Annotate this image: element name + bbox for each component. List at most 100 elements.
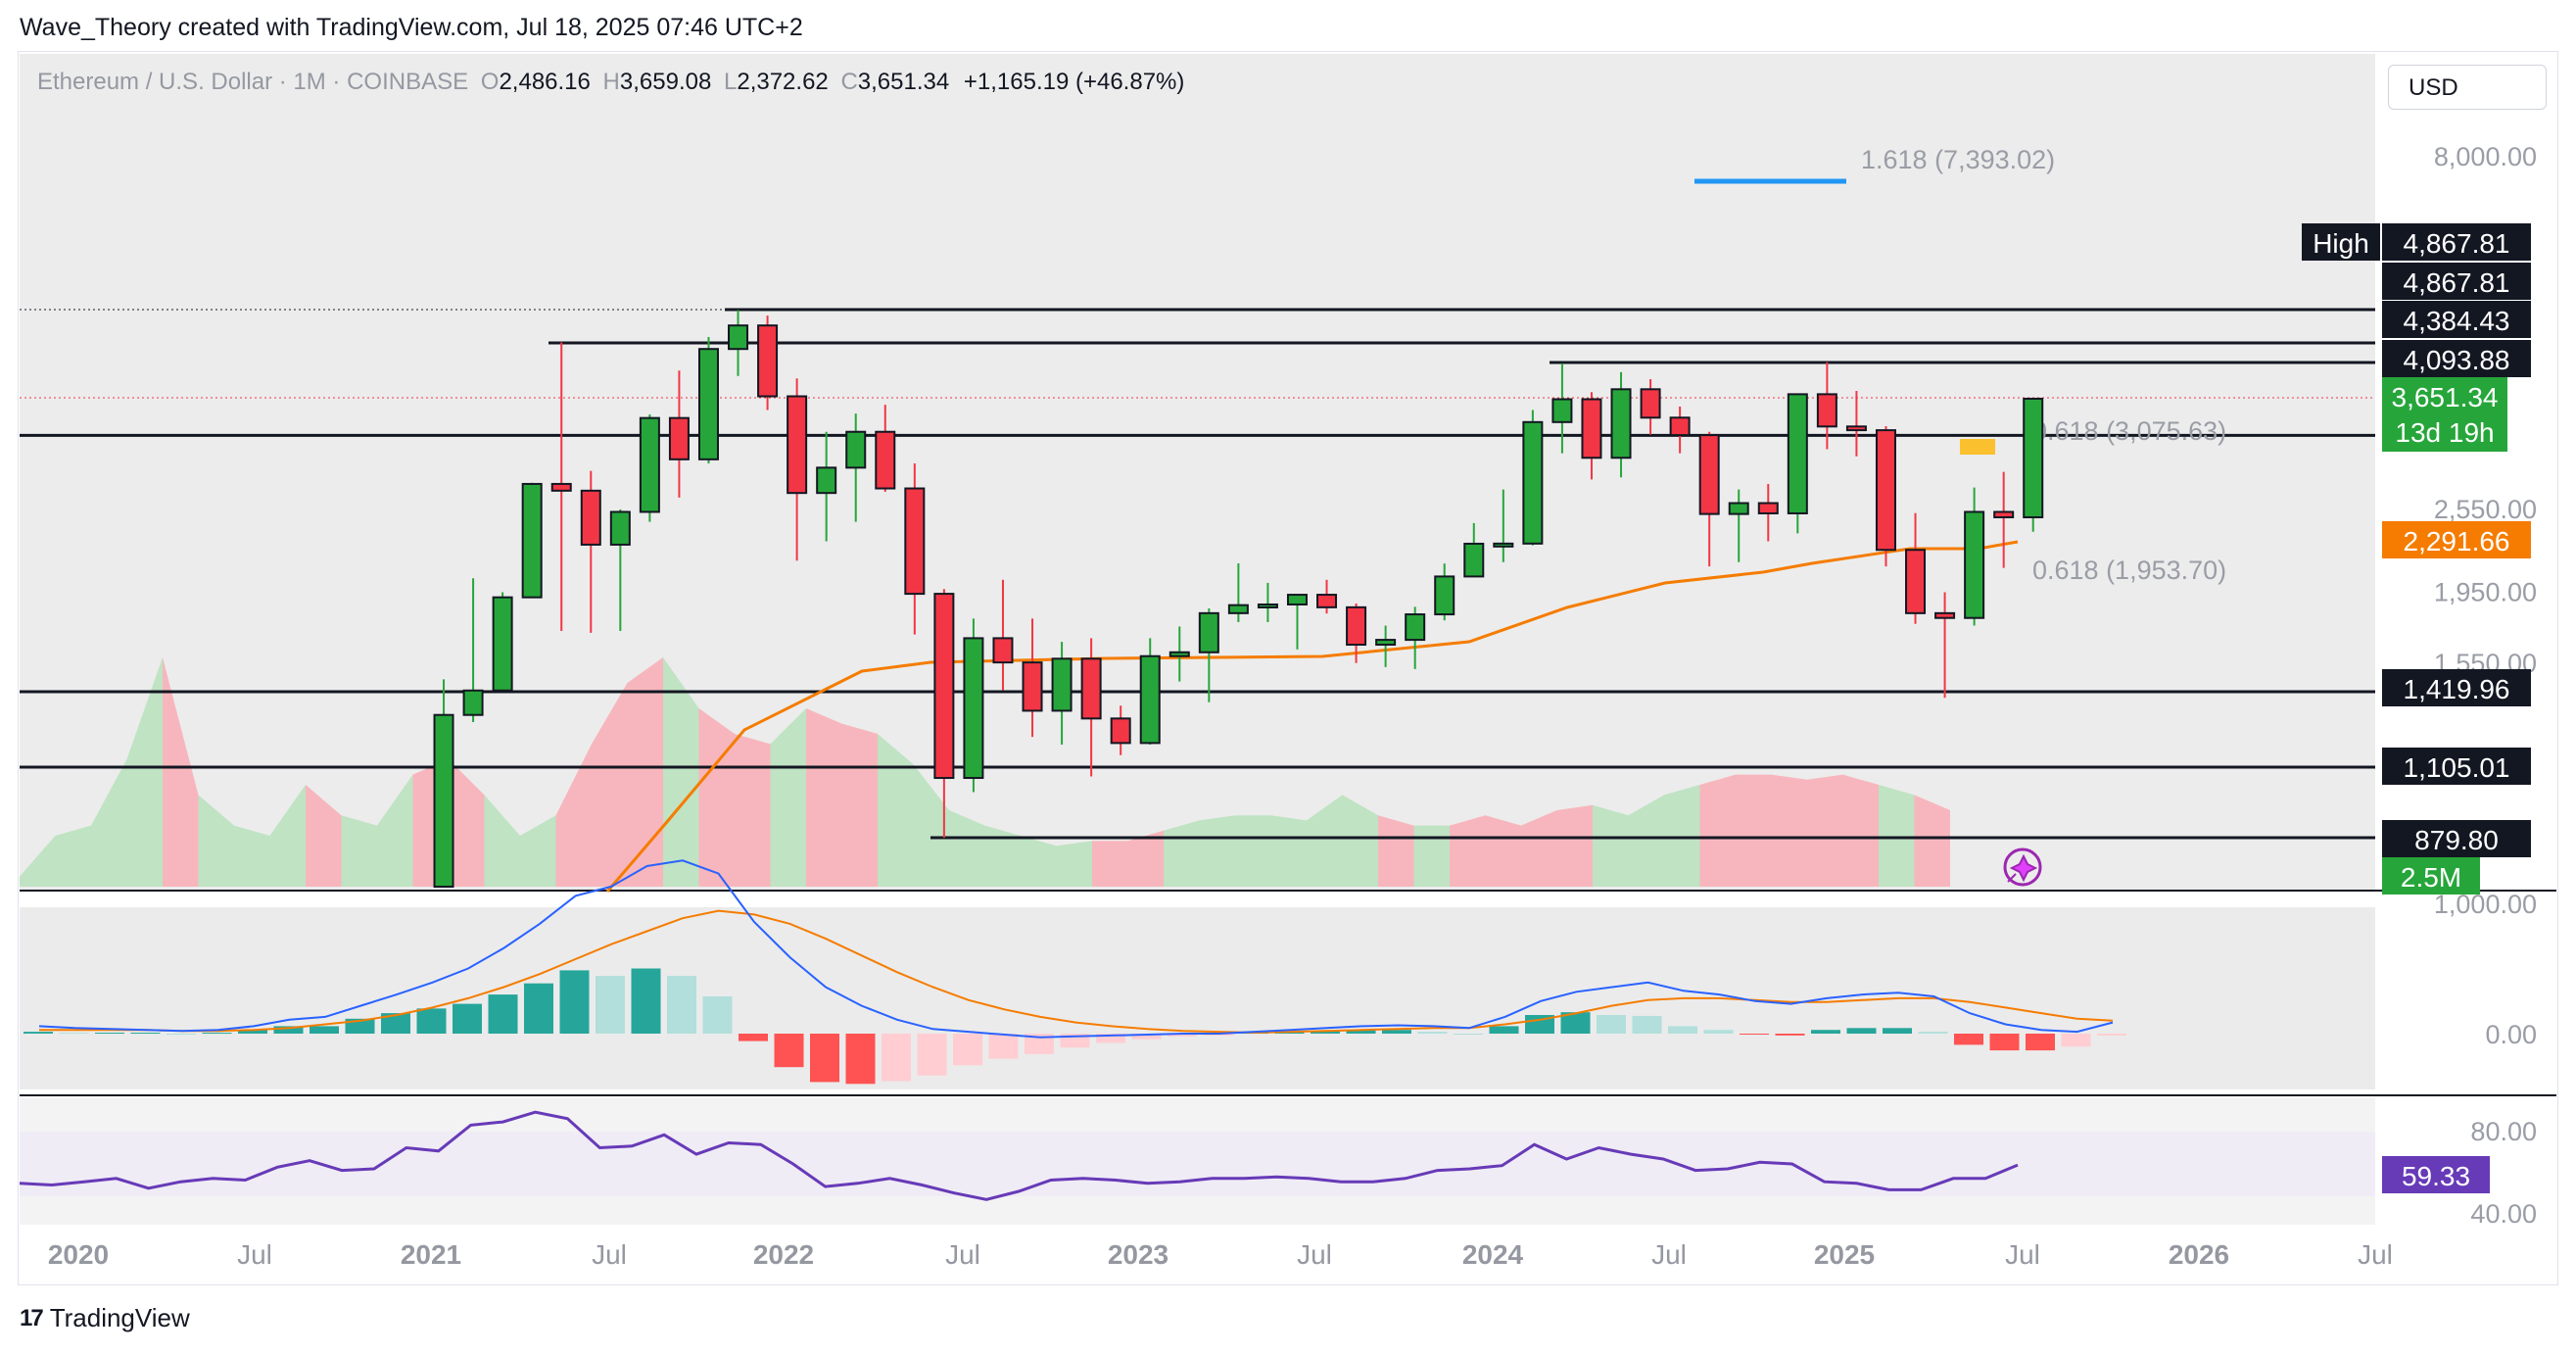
high-tag-label: High xyxy=(2313,228,2369,259)
macd-histogram-bar xyxy=(1382,1030,1411,1034)
macd-histogram-bar xyxy=(1096,1034,1125,1043)
candle-body xyxy=(816,466,837,495)
macd-pane-bg xyxy=(20,907,2375,1089)
candle-body xyxy=(550,482,572,492)
macd-histogram-bar xyxy=(488,994,518,1034)
rsi-axis-tick: 80.00 xyxy=(2470,1117,2537,1146)
macd-histogram-bar xyxy=(1131,1034,1162,1040)
volume-area xyxy=(1736,774,1772,887)
time-axis-label: Jul xyxy=(592,1239,627,1270)
volume-area xyxy=(698,708,735,887)
time-axis-label: 2023 xyxy=(1108,1239,1169,1270)
macd-histogram-bar xyxy=(202,1033,232,1035)
chart-credit: Wave_Theory created with TradingView.com… xyxy=(20,14,803,41)
candle-body xyxy=(492,596,513,692)
candle-body xyxy=(1757,502,1779,514)
open-label: O xyxy=(480,69,500,95)
macd-histogram-bar xyxy=(917,1034,947,1076)
last-price-tag-bg xyxy=(2382,377,2507,452)
candle-body xyxy=(580,489,601,546)
candle-body xyxy=(1993,510,2015,518)
price-tag-bg xyxy=(2382,223,2531,261)
volume-area xyxy=(1307,795,1343,887)
volume-area xyxy=(1450,815,1486,887)
candle-body xyxy=(1640,388,1661,419)
candle-body xyxy=(933,593,955,780)
volume-area xyxy=(1235,815,1271,887)
candle-body xyxy=(668,416,690,460)
low-value: 2,372.62 xyxy=(737,69,829,95)
macd-axis-tick: 0.00 xyxy=(2485,1020,2537,1049)
candle-body xyxy=(1051,657,1073,712)
volume-area xyxy=(306,785,342,887)
volume-area xyxy=(770,708,806,887)
price-tag: 4,867.81 xyxy=(2404,267,2510,298)
volume-area xyxy=(20,836,56,887)
ohlc-legend: Ethereum / U.S. Dollar · 1M · COINBASE O… xyxy=(37,69,1184,96)
macd-histogram-bar xyxy=(2097,1034,2126,1036)
time-axis-label: 2026 xyxy=(2169,1239,2229,1270)
macd-histogram-bar xyxy=(416,1008,447,1034)
volume-area xyxy=(1485,815,1521,887)
open-value: 2,486.16 xyxy=(499,69,591,95)
fib-extension-label: 1.618 (7,393.02) xyxy=(1861,145,2055,174)
price-tag: 2,291.66 xyxy=(2404,526,2510,556)
macd-histogram-bar xyxy=(273,1026,304,1034)
fib-618-upper-label: 0.618 (3,075.63) xyxy=(2032,416,2226,446)
price-tag-bg xyxy=(2382,263,2531,300)
price-tag-bg xyxy=(2382,857,2480,895)
candle-body xyxy=(1316,594,1338,608)
volume-area xyxy=(341,815,377,887)
rsi-axis-tick: 40.00 xyxy=(2470,1199,2537,1229)
macd-line xyxy=(38,859,2114,1039)
close-value: 3,651.34 xyxy=(857,69,950,95)
sparkle-icon-ring xyxy=(2003,847,2042,887)
macd-histogram-bar xyxy=(1560,1012,1591,1034)
volume-area xyxy=(269,785,306,887)
tradingview-logo[interactable]: 17 TradingView xyxy=(20,1303,190,1333)
macd-histogram-bar xyxy=(2026,1034,2055,1051)
currency-button[interactable]: USD xyxy=(2388,65,2547,110)
candle-body xyxy=(1375,639,1397,647)
volume-area xyxy=(1092,841,1128,887)
tradingview-brand: TradingView xyxy=(49,1303,190,1332)
macd-histogram-bar xyxy=(1989,1034,2020,1051)
macd-histogram-bar xyxy=(1811,1030,1840,1034)
macd-histogram-bar xyxy=(667,976,696,1034)
volume-area xyxy=(663,657,699,887)
macd-histogram-bar xyxy=(95,1033,124,1035)
candle-body xyxy=(433,713,454,889)
symbol-title[interactable]: Ethereum / U.S. Dollar · 1M · COINBASE xyxy=(37,69,469,95)
candle-body xyxy=(462,689,484,716)
price-tag-bg xyxy=(2382,669,2531,706)
candle-body xyxy=(1257,603,1278,608)
candle-body xyxy=(875,430,896,490)
volume-area xyxy=(1664,785,1700,887)
macd-histogram-bar xyxy=(631,968,661,1034)
candle-body xyxy=(1787,393,1808,514)
volume-area xyxy=(806,708,842,887)
macd-histogram-bar xyxy=(1740,1034,1769,1035)
candle-body xyxy=(1493,542,1514,548)
volume-area xyxy=(377,774,413,887)
volume-area xyxy=(449,759,485,887)
price-axis-tick: 8,000.00 xyxy=(2434,142,2537,171)
macd-histogram-bar xyxy=(1346,1030,1376,1034)
macd-histogram-bar xyxy=(345,1018,375,1034)
fib-618-lower-label: 0.618 (1,953.70) xyxy=(2032,556,2226,585)
high-tag-label-bg xyxy=(2302,223,2380,261)
candle-body xyxy=(1816,393,1837,428)
volume-area xyxy=(1164,820,1200,887)
macd-histogram-bar xyxy=(1775,1034,1805,1036)
volume-area xyxy=(198,795,234,887)
candle-body xyxy=(697,348,719,460)
macd-histogram-bar xyxy=(1597,1015,1626,1034)
macd-histogram-bar xyxy=(1846,1028,1877,1034)
macd-histogram-bar xyxy=(1025,1034,1054,1054)
candle-body xyxy=(1434,575,1455,616)
volume-area xyxy=(126,657,163,887)
macd-histogram-bar xyxy=(453,1003,482,1034)
time-axis-label: Jul xyxy=(2358,1239,2393,1270)
volume-area xyxy=(1699,774,1736,887)
